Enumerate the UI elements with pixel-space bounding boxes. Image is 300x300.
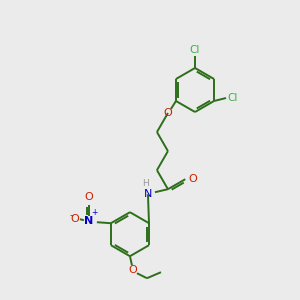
- Text: N: N: [84, 216, 94, 226]
- Text: O: O: [188, 174, 197, 184]
- Text: O: O: [85, 192, 93, 202]
- Text: +: +: [91, 208, 97, 217]
- Text: H: H: [142, 179, 149, 188]
- Text: O: O: [129, 265, 137, 275]
- Text: O: O: [164, 108, 172, 118]
- Text: -: -: [69, 210, 73, 220]
- Text: Cl: Cl: [227, 93, 237, 103]
- Text: N: N: [144, 189, 152, 199]
- Text: O: O: [70, 214, 79, 224]
- Text: Cl: Cl: [190, 45, 200, 55]
